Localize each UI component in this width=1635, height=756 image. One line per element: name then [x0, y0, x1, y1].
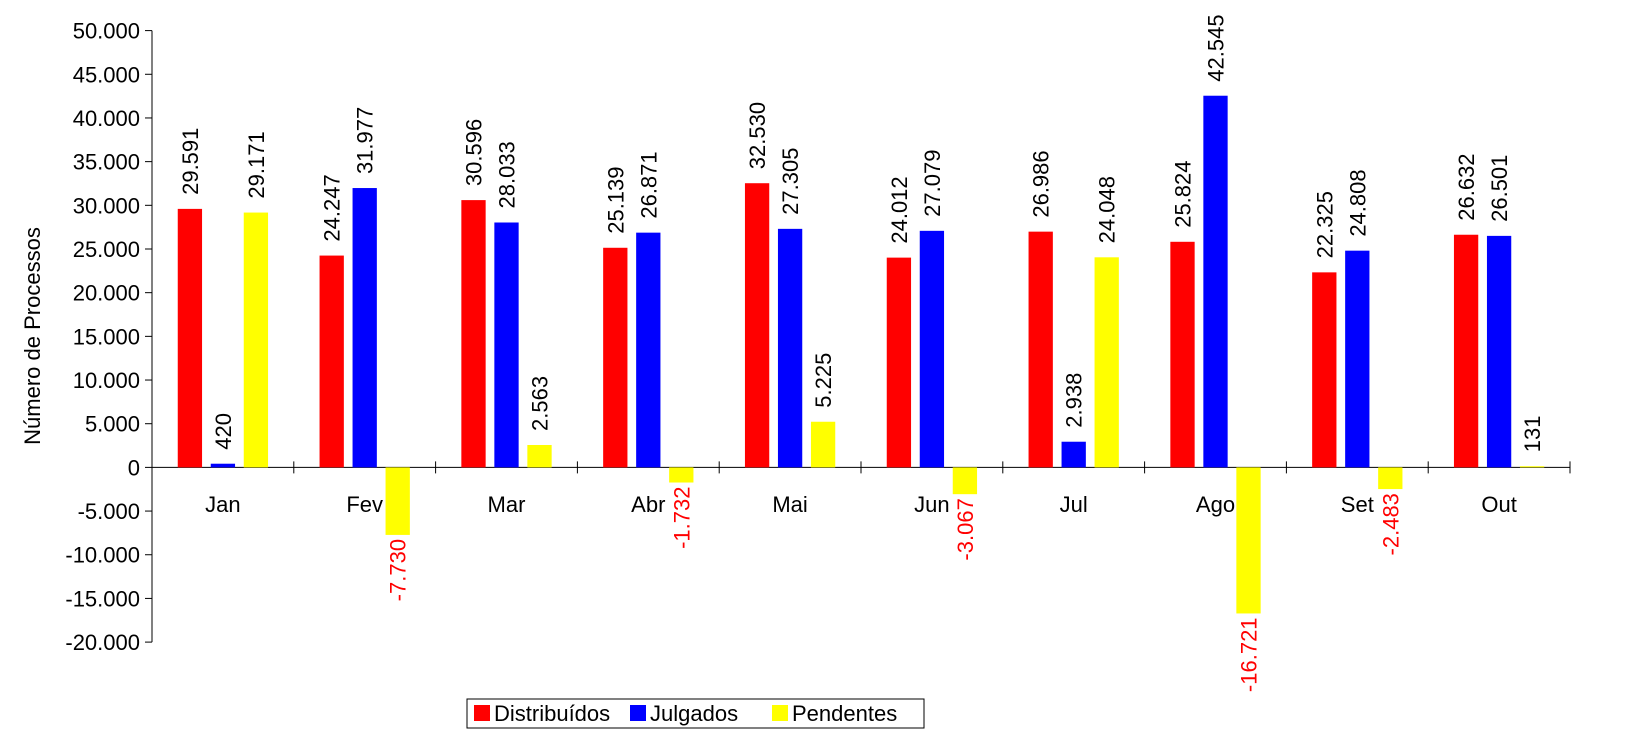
- legend-label: Distribuídos: [494, 701, 610, 726]
- bar: [1028, 231, 1053, 468]
- x-axis: Jan Fev Mar Abr Mai Jun Jul Ago Set Out: [151, 461, 1571, 517]
- data-label: 26.871: [636, 151, 661, 218]
- data-label: 2.938: [1062, 373, 1087, 428]
- data-label: 24.808: [1345, 169, 1370, 236]
- bar: [1519, 466, 1545, 468]
- data-label: 29.171: [244, 131, 269, 198]
- bar: [385, 467, 410, 535]
- data-label: 420: [211, 413, 236, 450]
- data-label: 28.033: [495, 141, 520, 208]
- y-tick-label: 15.000: [73, 324, 140, 349]
- bar: [494, 222, 519, 468]
- y-axis-title: Número de Processos: [20, 227, 45, 445]
- y-tick-label: 45.000: [73, 62, 140, 87]
- bar: [210, 463, 236, 468]
- legend-swatch: [630, 705, 646, 721]
- y-tick-label: 10.000: [73, 368, 140, 393]
- data-label: 2.563: [528, 376, 553, 431]
- y-axis: -20.000 -15.000 -10.000 -5.000 0 5.000 10.000 1…: [65, 19, 153, 655]
- bar: [1236, 467, 1261, 614]
- data-label: 27.305: [778, 148, 803, 215]
- bar: [1312, 272, 1337, 468]
- data-labels: 29.591 24.247 30.596 25.139 32.530 24.012 26.9…: [178, 14, 1545, 692]
- y-tick-label: 25.000: [73, 237, 140, 262]
- bar: [777, 228, 803, 468]
- bar: [177, 208, 203, 468]
- bar: [919, 230, 945, 468]
- bar: [1486, 235, 1512, 468]
- x-category-label: Abr: [631, 492, 665, 517]
- bars: [177, 95, 1545, 614]
- y-tick-label: 0: [128, 455, 140, 480]
- bar: [1378, 467, 1403, 490]
- bar: [1094, 257, 1119, 468]
- x-category-label: Jun: [914, 492, 949, 517]
- x-category-label: Jan: [205, 492, 240, 517]
- data-label: 26.501: [1487, 155, 1512, 222]
- data-label: -16.721: [1237, 617, 1262, 692]
- bar: [461, 200, 486, 468]
- x-category-label: Set: [1341, 492, 1374, 517]
- legend: Distribuídos Julgados Pendentes: [466, 698, 925, 729]
- bar: [319, 255, 344, 468]
- bar: [669, 467, 694, 483]
- y-tick-label: -20.000: [65, 630, 140, 655]
- bar: [744, 183, 770, 468]
- data-label: 24.247: [320, 174, 345, 241]
- data-label: 24.012: [887, 176, 912, 243]
- data-label: 29.591: [178, 128, 203, 195]
- legend-box: [466, 698, 925, 729]
- bar: [1203, 95, 1228, 468]
- bar: [527, 444, 552, 468]
- x-category-label: Mai: [772, 492, 807, 517]
- y-tick-label: 5.000: [85, 412, 140, 437]
- data-label: -3.067: [953, 498, 978, 560]
- data-label: 31.977: [353, 107, 378, 174]
- data-label: 27.079: [920, 150, 945, 217]
- data-label: -2.483: [1378, 493, 1403, 555]
- data-label: 42.545: [1204, 14, 1229, 81]
- data-label: 32.530: [745, 102, 770, 169]
- bar: [603, 247, 628, 468]
- bar: [1345, 250, 1370, 468]
- bar: [1170, 241, 1195, 468]
- x-category-label: Fev: [346, 492, 383, 517]
- y-tick-label: -10.000: [65, 543, 140, 568]
- x-category-label: Jul: [1060, 492, 1088, 517]
- y-tick-label: 50.000: [73, 19, 140, 44]
- legend-label: Pendentes: [792, 701, 897, 726]
- bar: [810, 421, 836, 468]
- data-label: 24.048: [1095, 176, 1120, 243]
- legend-swatch: [772, 705, 788, 721]
- data-label: 22.325: [1312, 191, 1337, 258]
- data-label: 25.824: [1171, 160, 1196, 227]
- bar: [886, 257, 912, 468]
- data-label: 26.986: [1029, 150, 1054, 217]
- y-tick-label: 30.000: [73, 193, 140, 218]
- x-category-label: Mar: [488, 492, 526, 517]
- bar: [1061, 441, 1086, 468]
- y-tick-label: 40.000: [73, 106, 140, 131]
- bar: [952, 467, 978, 495]
- data-label: 26.632: [1454, 153, 1479, 220]
- bar: [1453, 234, 1479, 468]
- legend-swatch: [474, 705, 490, 721]
- y-tick-label: -5.000: [78, 499, 140, 524]
- y-tick-label: 20.000: [73, 281, 140, 306]
- legend-label: Julgados: [650, 701, 738, 726]
- data-label: 25.139: [603, 166, 628, 233]
- x-category-label: Out: [1481, 492, 1516, 517]
- y-tick-label: 35.000: [73, 150, 140, 175]
- bar: [636, 232, 661, 468]
- bar: [243, 212, 269, 468]
- data-label: -1.732: [669, 487, 694, 549]
- data-label: 131: [1520, 416, 1545, 453]
- data-label: 5.225: [811, 353, 836, 408]
- data-label: -7.730: [386, 539, 411, 601]
- data-label: 30.596: [462, 119, 487, 186]
- bar: [352, 188, 377, 468]
- y-tick-label: -15.000: [65, 586, 140, 611]
- x-category-label: Ago: [1196, 492, 1235, 517]
